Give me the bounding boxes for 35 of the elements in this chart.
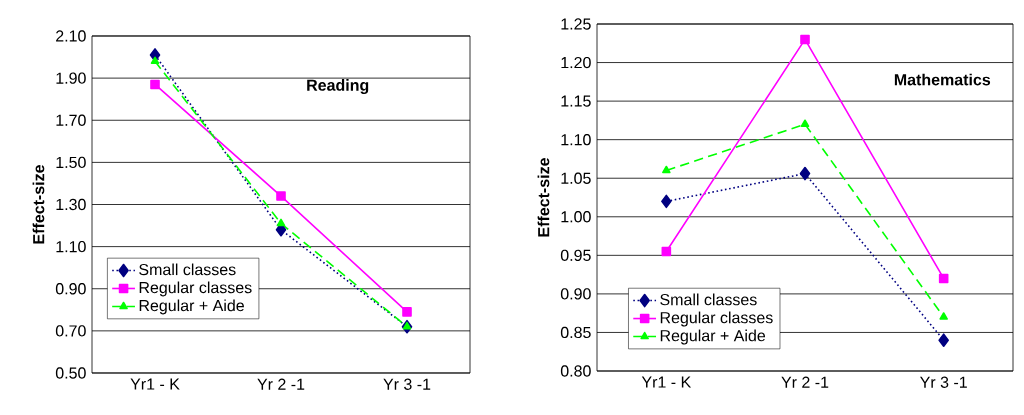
y-tick-label: 0.70 — [55, 325, 86, 337]
y-tick-label: 1.05 — [561, 172, 591, 184]
y-tick-label: 1.10 — [56, 240, 86, 253]
y-tick-label: 1.50 — [56, 156, 86, 169]
y-tick-label: 1.25 — [561, 18, 591, 30]
x-tick-label: Yr 2 -1 — [781, 376, 829, 388]
legend-label: Small classes — [660, 293, 757, 306]
y-tick-label: 1.00 — [561, 211, 591, 223]
y-tick-label: 0.90 — [55, 283, 86, 295]
x-tick-label: Yr 3 -1 — [383, 378, 431, 390]
legend-label: Regular classes — [660, 311, 773, 327]
y-tick-label: 0.85 — [560, 326, 591, 339]
y-tick-label: 2.10 — [56, 30, 86, 42]
annotation: Reading — [307, 79, 369, 95]
y-tick-label: 1.10 — [561, 134, 591, 146]
y-tick-label: 0.50 — [55, 367, 86, 379]
x-tick-label: Yr1 - K — [641, 376, 692, 388]
y-tick-label: 0.95 — [560, 249, 591, 261]
y-tick-label: 1.20 — [561, 56, 591, 69]
legend-label: Regular + Aide — [139, 299, 244, 315]
y-axis-title: Effect-size — [537, 158, 550, 237]
y-tick-label: 1.90 — [56, 72, 86, 84]
y-tick-label: 1.30 — [56, 198, 86, 211]
legend-label: Regular + Aide — [660, 329, 766, 345]
y-axis-title: Effect-size — [32, 165, 45, 244]
y-tick-label: 0.90 — [560, 288, 591, 300]
legend-label: Regular classes — [139, 281, 252, 297]
y-tick-label: 1.15 — [561, 95, 591, 107]
legend-label: Small classes — [139, 263, 236, 276]
y-tick-label: 0.80 — [560, 365, 591, 377]
annotation: Mathematics — [894, 73, 991, 86]
x-tick-label: Yr 2 -1 — [257, 378, 305, 390]
y-tick-label: 1.70 — [56, 114, 86, 126]
x-tick-label: Yr1 - K — [130, 378, 180, 390]
x-tick-label: Yr 3 -1 — [920, 376, 967, 388]
